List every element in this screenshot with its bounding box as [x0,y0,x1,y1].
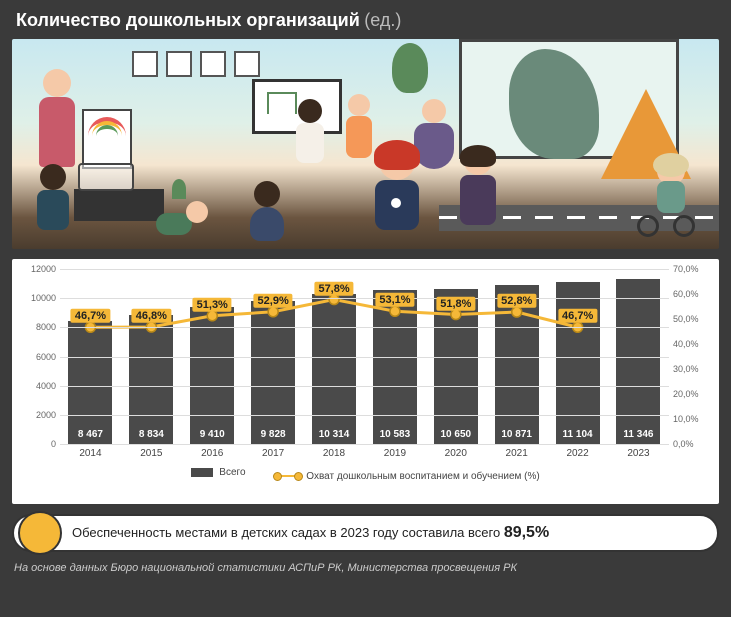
x-tick-label: 2016 [189,448,235,459]
chart-area: 8 467 8 834 9 410 9 828 10 314 10 583 10 650 10… [60,269,669,444]
legend-bar-item: Всего [191,467,245,478]
bar: 8 834 [129,315,173,444]
title-unit: (ед.) [364,10,401,30]
bar-column: 9 828 [250,301,296,444]
bar-value-label: 8 467 [68,429,112,440]
y-left-tick: 12000 [22,264,56,274]
bar-value-label: 9 828 [251,429,295,440]
hero-illustration [12,39,719,249]
line-value-label: 51,3% [193,298,232,312]
y-right-tick: 70,0% [673,264,709,274]
bar-column: 10 650 [433,289,479,444]
x-tick-label: 2019 [372,448,418,459]
bar: 10 314 [312,294,356,444]
x-tick-label: 2018 [311,448,357,459]
bar-column: 10 583 [372,290,418,444]
chart-panel: 8 467 8 834 9 410 9 828 10 314 10 583 10 650 10… [12,259,719,504]
x-tick-label: 2022 [555,448,601,459]
header: Количество дошкольных организаций (ед.) [0,0,731,39]
bar: 8 467 [68,321,112,444]
line-value-label: 46,7% [558,309,597,323]
bar-column: 10 871 [494,285,540,444]
callout-value: 89,5% [504,524,549,541]
callout-circle-icon [18,511,62,555]
x-tick-label: 2014 [67,448,113,459]
y-left-tick: 2000 [22,410,56,420]
x-tick-label: 2021 [494,448,540,459]
y-left-tick: 6000 [22,352,56,362]
y-right-tick: 40,0% [673,339,709,349]
line-value-label: 51,8% [436,296,475,310]
legend-line-item: Охват дошкольным воспитанием и обучением… [276,471,539,482]
x-axis-labels: 2014 2015 2016 2017 2018 2019 2020 2021 2022 2023 [60,448,669,459]
y-left-tick: 4000 [22,381,56,391]
line-value-label: 46,7% [71,309,110,323]
line-value-label: 52,9% [254,294,293,308]
bar-value-label: 10 314 [312,429,356,440]
bar-value-label: 10 583 [373,429,417,440]
callout-text: Обеспеченность местами в детских садах в… [72,525,504,540]
source-footnote: На основе данных Бюро национальной стати… [14,562,717,574]
y-right-tick: 10,0% [673,414,709,424]
bar-value-label: 11 104 [556,429,600,440]
x-tick-label: 2020 [433,448,479,459]
bar-column: 11 104 [555,282,601,444]
legend-line-label: Охват дошкольным воспитанием и обучением… [306,471,539,482]
callout-pill: Обеспеченность местами в детских садах в… [12,514,719,552]
x-tick-label: 2023 [615,448,661,459]
bar-value-label: 10 871 [495,429,539,440]
bar: 10 650 [434,289,478,444]
y-right-tick: 0,0% [673,439,709,449]
legend-line-swatch [276,475,300,477]
y-left-tick: 8000 [22,322,56,332]
bar: 10 871 [495,285,539,444]
bar-column: 8 834 [128,315,174,444]
y-right-tick: 60,0% [673,289,709,299]
line-value-label: 53,1% [375,293,414,307]
bar: 11 104 [556,282,600,444]
page-title: Количество дошкольных организаций [16,10,360,30]
bar: 11 346 [616,279,660,444]
bar-value-label: 9 410 [190,429,234,440]
bar: 10 583 [373,290,417,444]
bar-column: 11 346 [615,279,661,444]
x-tick-label: 2015 [128,448,174,459]
bar: 9 828 [251,301,295,444]
legend-bar-label: Всего [219,467,245,478]
bar-column: 10 314 [311,294,357,444]
line-value-label: 52,8% [497,294,536,308]
line-value-label: 57,8% [314,281,353,295]
y-left-tick: 0 [22,439,56,449]
line-value-label: 46,8% [132,309,171,323]
y-right-tick: 50,0% [673,314,709,324]
chart-legend: Всего Охват дошкольным воспитанием и обу… [20,467,711,482]
bar-value-label: 11 346 [616,429,660,440]
y-left-tick: 10000 [22,293,56,303]
y-right-tick: 20,0% [673,389,709,399]
bar-value-label: 8 834 [129,429,173,440]
bar-value-label: 10 650 [434,429,478,440]
legend-bar-swatch [191,468,213,477]
y-right-tick: 30,0% [673,364,709,374]
x-tick-label: 2017 [250,448,296,459]
bar-column: 8 467 [67,321,113,444]
